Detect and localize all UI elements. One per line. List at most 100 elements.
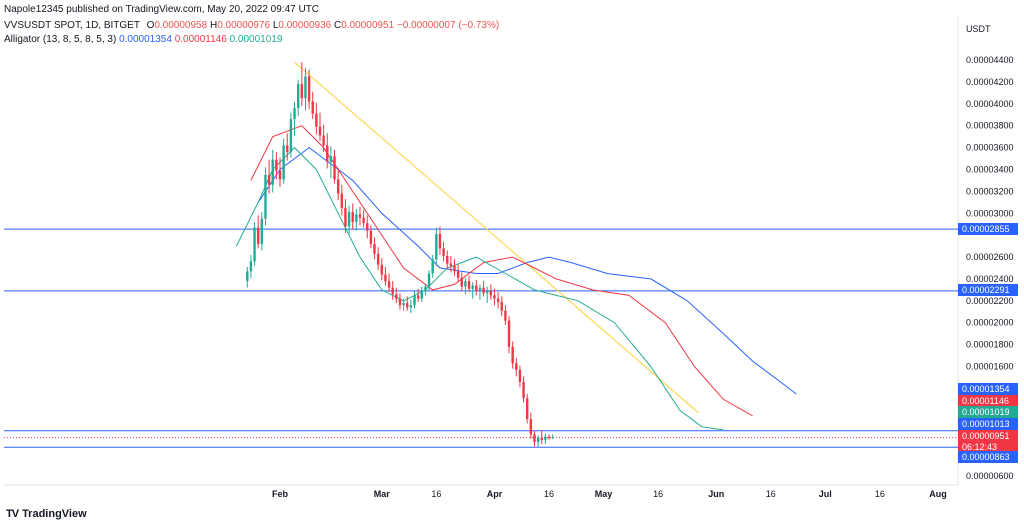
candle-body [500,301,503,311]
y-tick-label: 0.00001800 [966,340,1014,350]
candle-body [296,84,300,109]
y-tick-label: 0.00003600 [966,143,1014,153]
candle-body [344,207,347,227]
price-tag-label: 0.00001354 [962,384,1010,394]
x-tick-label: 16 [875,489,885,499]
candle-body [424,286,427,291]
candle-body [326,145,329,162]
candle-body [289,119,293,152]
candle-body [315,113,318,127]
alligator-lips-line [235,146,724,431]
candle-body [322,135,325,146]
candle-body [267,174,271,185]
y-tick-label: 0.00002400 [966,274,1014,284]
level-tag-label: 0.00002855 [962,224,1010,234]
candle-body [409,305,413,308]
candle-body [249,261,253,272]
candle-body [486,290,489,294]
candle-body [304,76,307,99]
candle-body [286,145,289,152]
x-tick-label: 16 [431,489,441,499]
candle-body [329,156,333,162]
candle-body [366,223,369,231]
candle-body [551,437,554,439]
ohlc-low-label: L [272,20,279,31]
y-tick-label: 0.00002000 [966,318,1014,328]
y-tick-label: 0.00002600 [966,252,1014,262]
x-tick-label: Jun [708,489,724,499]
y-tick-label: 0.00003800 [966,121,1014,131]
level-tag [958,223,1018,235]
ohlc-low: 0.00000936 [278,20,332,31]
price-tag-label: 0.00001013 [962,419,1010,429]
candle-body [333,156,336,180]
candle-body [387,281,391,288]
candle-body [347,212,351,227]
candle-body [453,265,456,272]
candle-body [311,101,314,114]
ohlc-open: 0.00000958 [154,20,208,31]
candle-body [376,253,380,265]
tradingview-logo-icon: TV [6,508,19,520]
candle-body [355,214,358,223]
ohlc-open-label: O [146,20,155,31]
price-tag [958,383,1018,395]
x-tick-label: Mar [374,489,391,499]
candle-body [504,310,507,321]
candle-body [318,126,322,136]
x-tick-label: May [595,489,613,499]
candle-body [416,295,420,299]
indicator-row: Alligator (13, 8, 5, 8, 5, 3) 0.00001354… [4,34,282,45]
trendline [294,61,699,413]
level-tag [958,284,1018,296]
publisher-line: Napole12345 published on TradingView.com… [4,4,320,15]
y-tick-label: 0.00001600 [966,362,1014,372]
candle-body [413,295,416,306]
candle-body [446,255,449,264]
candle-body [464,281,467,287]
candle-body [420,290,423,299]
candle-body [260,218,264,244]
candle-body [449,263,453,266]
candle-body [271,159,274,185]
x-tick-label: Apr [487,489,503,499]
y-tick-label: 0.00002200 [966,296,1014,306]
candle-body [406,303,409,308]
y-tick-label: 0.00004400 [966,55,1014,65]
candle-body [518,369,522,382]
candle-body [529,419,533,435]
symbol-label[interactable]: VVSUSDT SPOT, 1D, BITGET [4,20,140,31]
price-axis-currency: USDT [966,24,991,34]
indicator-name[interactable]: Alligator (13, 8, 5, 8, 5, 3) [4,34,117,45]
x-tick-label: Aug [929,489,947,499]
price-tag-label: 06:12:43 [962,442,997,452]
candle-body [467,281,471,289]
footer-brand[interactable]: TV TradingView [6,508,87,520]
lips-value: 0.00001019 [229,34,283,45]
candle-body [369,230,373,244]
candle-body [456,271,460,278]
candle-body [547,436,551,438]
price-tag-label: 0.00001019 [962,407,1010,417]
candle-body [395,294,398,299]
candle-body [471,285,474,289]
ohlc-high-label: H [209,20,218,31]
price-tag [958,395,1018,407]
x-tick-label: 16 [544,489,554,499]
y-tick-label: 0.00003200 [966,186,1014,196]
candle-body [293,108,296,120]
candle-body [442,248,445,256]
candle-body [438,234,442,249]
candle-body [478,287,482,291]
candle-body [460,277,463,287]
candle-body [253,227,256,262]
price-tag-label: 0.00000951 [962,431,1010,441]
candle-body [373,243,376,254]
ohlc-change: −0.00000007 (−0.73%) [396,20,500,31]
symbol-ohlc-row: VVSUSDT SPOT, 1D, BITGET O0.00000958 H 0.… [4,20,499,31]
candle-body [431,259,434,274]
teeth-value: 0.00001146 [174,34,227,45]
price-tag [958,418,1018,430]
